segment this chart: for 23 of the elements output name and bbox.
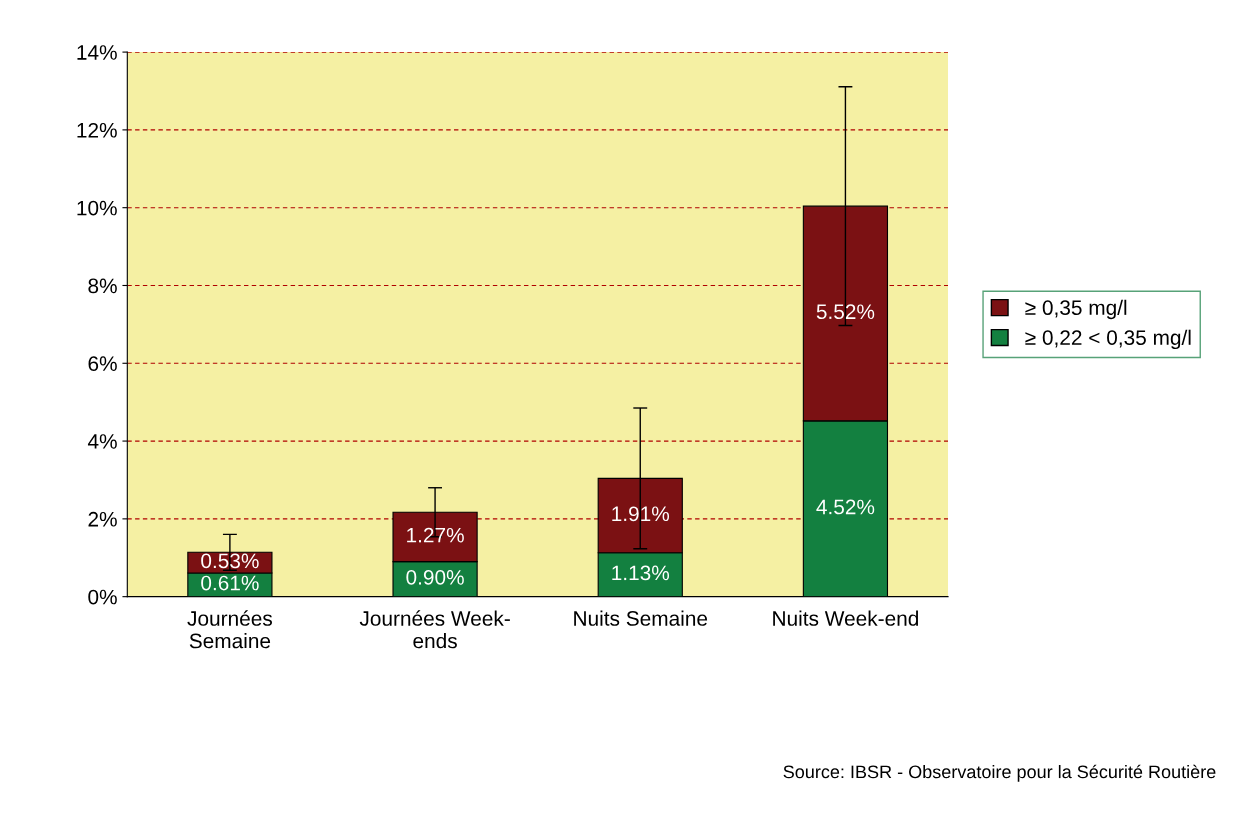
y-tick-label: 14% bbox=[77, 45, 117, 60]
x-tick-label: Journées Semaine bbox=[187, 610, 272, 649]
x-tick-label: Nuits Week-end bbox=[773, 610, 918, 626]
y-tick-label: 6% bbox=[88, 356, 117, 372]
data-label: 0.90% bbox=[406, 570, 464, 585]
x-tick-label: Journées Week- ends bbox=[359, 610, 510, 649]
data-label: 1.13% bbox=[612, 565, 670, 581]
data-label: 1.91% bbox=[612, 506, 670, 522]
y-tick-label: 10% bbox=[77, 200, 117, 216]
data-label: 1.27% bbox=[407, 527, 464, 543]
x-tick-label: Nuits Semaine bbox=[574, 610, 708, 626]
y-tick-label: 2% bbox=[88, 511, 117, 527]
y-tick-label: 0% bbox=[88, 589, 117, 605]
data-label: 4.52% bbox=[816, 499, 875, 515]
data-label: 5.52% bbox=[816, 304, 875, 320]
legend-label: ≥ 0,35 mg/l bbox=[1025, 299, 1127, 320]
source-note: Source: IBSR - Observatoire pour la Sécurité Routière bbox=[783, 764, 1216, 782]
y-tick-label: 8% bbox=[88, 278, 117, 294]
data-label: 0.61% bbox=[201, 575, 259, 591]
legend-label: ≥ 0,22 < 0,35 mg/l bbox=[1025, 329, 1191, 350]
y-tick-label: 12% bbox=[77, 122, 117, 138]
y-tick-label: 4% bbox=[87, 434, 117, 449]
data-label: 0.53% bbox=[201, 553, 259, 569]
